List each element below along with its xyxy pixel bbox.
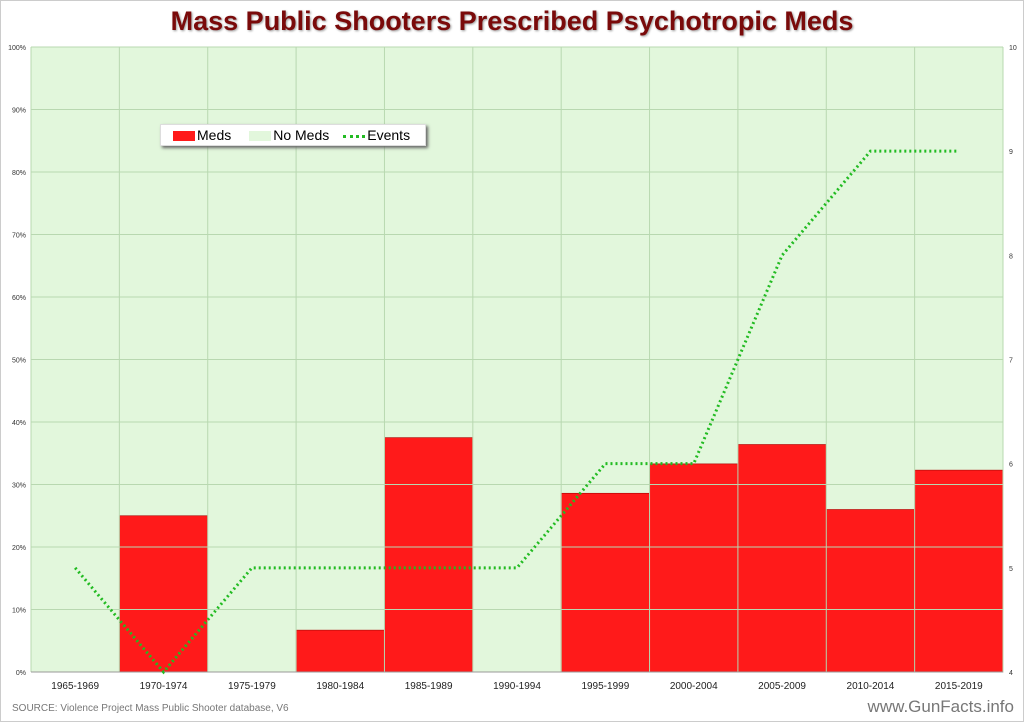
right-tick-label: 7 [1009,358,1013,365]
x-tick-label: 2010-2014 [847,681,895,692]
left-tick-label: 50% [12,358,26,365]
chart-title: Mass Public Shooters Prescribed Psychotr… [170,6,854,36]
x-tick-label: 1985-1989 [405,681,453,692]
site-watermark: www.GunFacts.info [867,697,1014,716]
left-tick-label: 30% [12,483,26,490]
right-tick-label: 9 [1009,149,1013,156]
x-tick-label: 1975-1979 [228,681,276,692]
left-tick-label: 80% [12,170,26,177]
left-tick-label: 60% [12,295,26,302]
left-tick-label: 0% [16,670,26,677]
bar-no-meds [384,47,473,438]
bar-no-meds [561,47,650,494]
x-tick-label: 1995-1999 [581,681,629,692]
bar-meds [914,469,1004,673]
bar-meds [295,629,385,673]
bar-meds [119,515,209,673]
left-tick-label: 70% [12,233,26,240]
right-tick-label: 10 [1009,45,1017,52]
left-tick-label: 10% [12,608,26,615]
x-tick-label: 1980-1984 [316,681,364,692]
legend-no-meds: No Meds [249,127,329,143]
x-tick-label: 1990-1994 [493,681,541,692]
bar-meds [737,444,827,673]
right-tick-label: 6 [1009,462,1013,469]
right-tick-label: 5 [1009,566,1013,573]
left-tick-label: 90% [12,108,26,115]
x-tick-label: 2000-2004 [670,681,718,692]
right-tick-label: 8 [1009,253,1013,260]
bar-no-meds [737,47,827,445]
left-tick-label: 40% [12,420,26,427]
x-tick-label: 1970-1974 [140,681,188,692]
events-line [74,149,959,675]
bar-no-meds [914,47,1003,471]
legend: Meds No Meds Events [160,124,426,146]
bar-no-meds [649,47,738,464]
x-tick-label: 2015-2019 [935,681,983,692]
x-tick-label: 1965-1969 [51,681,99,692]
bar-meds [384,437,474,673]
right-tick-label: 4 [1009,670,1013,677]
left-tick-label: 100% [8,45,26,52]
bar-no-meds [826,47,915,510]
bar-meds [560,492,650,673]
legend-events: Events [343,127,410,143]
x-tick-label: 2005-2009 [758,681,806,692]
bar-meds [825,509,915,673]
bar-no-meds [119,47,208,516]
bar-meds [649,463,739,673]
source-note: SOURCE: Violence Project Mass Public Sho… [12,703,289,714]
left-tick-label: 20% [12,545,26,552]
legend-meds: Meds [173,127,231,143]
